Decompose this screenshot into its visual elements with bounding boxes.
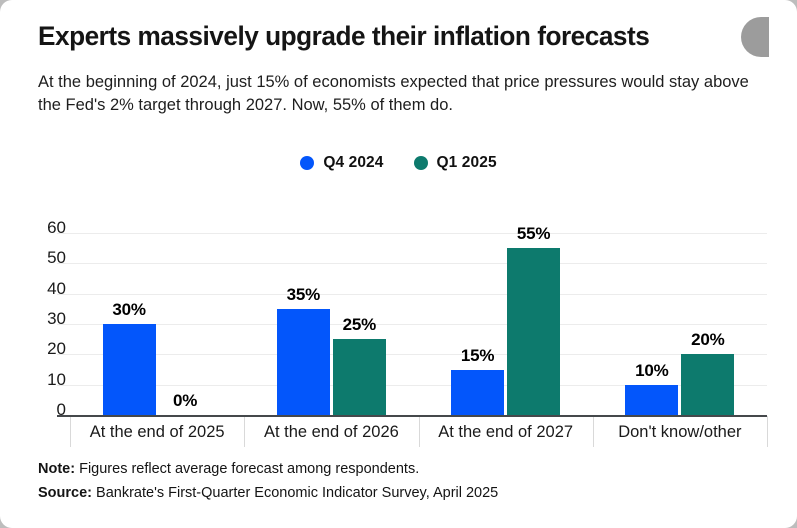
legend-dot-icon (300, 156, 315, 170)
gridline (57, 354, 767, 356)
y-axis-tick-label: 60 (47, 218, 66, 237)
legend-dot-icon (413, 156, 428, 170)
bar-q4-2024 (276, 308, 330, 415)
gridline (57, 233, 767, 234)
category-divider (767, 416, 768, 447)
note-label: Note: (38, 461, 76, 477)
x-axis-category-label: At the end of 2025 (89, 423, 225, 441)
gridline (57, 263, 767, 265)
legend: Q4 2024 Q1 2025 (0, 154, 797, 172)
category-divider (244, 416, 246, 447)
bar-q4-2024 (451, 369, 505, 415)
gridline (57, 384, 767, 386)
x-axis-category-label: Don't know/other (618, 423, 742, 441)
bar-value-label: 35% (286, 284, 321, 304)
bar-value-label: 25% (342, 315, 377, 335)
x-axis-category-label: At the end of 2027 (438, 423, 574, 441)
bar-q4-2024 (625, 384, 679, 415)
bar-value-label: 55% (516, 224, 551, 244)
y-axis-tick-label: 20 (47, 339, 66, 359)
y-axis-tick-label: 30 (47, 309, 66, 328)
bar-value-label: 0% (173, 391, 198, 410)
bar-value-label: 30% (112, 300, 146, 319)
x-axis-category-label: At the end of 2026 (263, 423, 399, 441)
page-subtitle: At the beginning of 2024, just 15% of ec… (38, 73, 749, 114)
gridline (57, 293, 767, 295)
y-axis-tick-label: 50 (47, 248, 66, 268)
category-divider (592, 416, 594, 447)
note-text: Note: Figures reflect average forecast a… (38, 461, 420, 477)
bar-value-label: 10% (635, 360, 669, 380)
y-axis-tick-label: 0 (56, 400, 66, 419)
category-divider (70, 416, 71, 447)
y-axis-tick-label: 10 (47, 369, 66, 389)
decorative-half-disc-icon (741, 17, 769, 57)
source-label: Source: (38, 485, 92, 501)
legend-item-q1-2025: Q1 2025 (413, 154, 497, 172)
bar-value-label: 15% (460, 345, 495, 365)
category-divider (418, 416, 420, 447)
y-axis-tick-label: 40 (47, 278, 66, 298)
page-title: Experts massively upgrade their inflatio… (38, 21, 650, 51)
bar-q4-2024 (102, 324, 156, 415)
legend-label: Q1 2025 (436, 154, 497, 171)
source-text: Source: Bankrate's First-Quarter Economi… (38, 485, 499, 501)
bar-value-label: 20% (691, 330, 725, 350)
x-axis-line (57, 415, 767, 417)
legend-item-q4-2024: Q4 2024 (300, 154, 383, 172)
bar-q1-2025 (681, 354, 735, 415)
bar-q1-2025 (332, 339, 386, 415)
gridline (57, 324, 767, 325)
legend-label: Q4 2024 (323, 154, 384, 171)
bar-q1-2025 (507, 248, 561, 415)
